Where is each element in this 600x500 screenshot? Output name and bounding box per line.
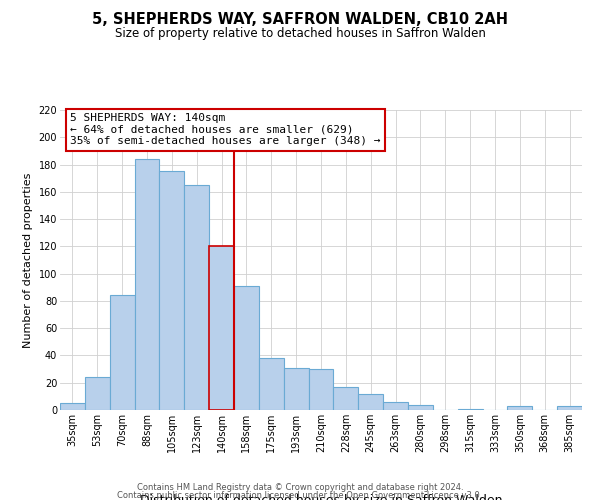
Bar [358,394,383,410]
Bar [557,406,582,410]
Bar [110,296,134,410]
Bar [308,369,334,410]
Text: 5 SHEPHERDS WAY: 140sqm
← 64% of detached houses are smaller (629)
35% of semi-d: 5 SHEPHERDS WAY: 140sqm ← 64% of detache… [70,113,381,146]
Y-axis label: Number of detached properties: Number of detached properties [23,172,33,348]
Bar [508,406,532,410]
Bar [259,358,284,410]
X-axis label: Distribution of detached houses by size in Saffron Walden: Distribution of detached houses by size … [140,494,502,500]
Bar [209,246,234,410]
Bar [458,408,482,410]
Bar [85,378,110,410]
Bar [383,402,408,410]
Text: Size of property relative to detached houses in Saffron Walden: Size of property relative to detached ho… [115,28,485,40]
Bar [184,185,209,410]
Text: 5, SHEPHERDS WAY, SAFFRON WALDEN, CB10 2AH: 5, SHEPHERDS WAY, SAFFRON WALDEN, CB10 2… [92,12,508,28]
Bar [60,403,85,410]
Text: Contains public sector information licensed under the Open Government Licence v3: Contains public sector information licen… [118,492,482,500]
Bar [408,404,433,410]
Bar [134,159,160,410]
Bar [234,286,259,410]
Bar [160,172,184,410]
Bar [334,387,358,410]
Text: Contains HM Land Registry data © Crown copyright and database right 2024.: Contains HM Land Registry data © Crown c… [137,483,463,492]
Bar [284,368,308,410]
